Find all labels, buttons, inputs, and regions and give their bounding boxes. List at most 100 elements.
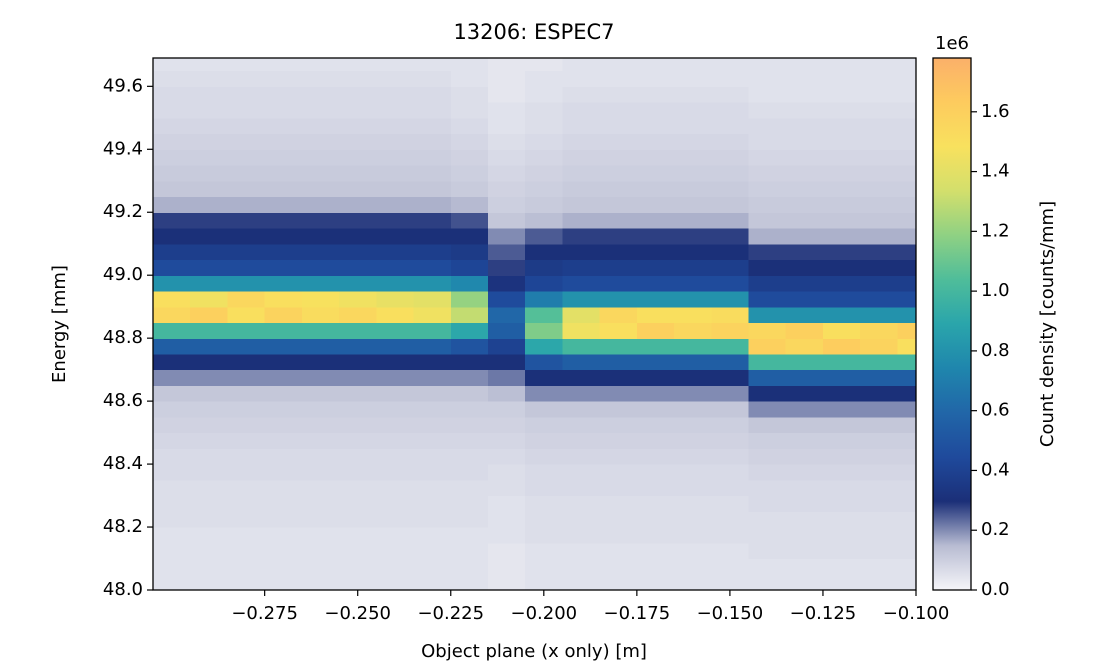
- heatmap-cell: [674, 70, 712, 87]
- heatmap-cell: [525, 416, 564, 434]
- heatmap-cell: [785, 227, 824, 245]
- heatmap-cell: [487, 227, 526, 245]
- heatmap-cell: [822, 464, 861, 481]
- heatmap-cell: [153, 448, 191, 465]
- heatmap-cell: [748, 542, 787, 560]
- heatmap-cell: [785, 527, 824, 544]
- heatmap-cell: [450, 542, 489, 560]
- heatmap-cell: [227, 243, 266, 261]
- heatmap-cell: [413, 290, 452, 308]
- heatmap-cell: [748, 117, 787, 135]
- heatmap-cell: [748, 338, 787, 355]
- heatmap-cell: [339, 70, 377, 87]
- heatmap-cell: [711, 432, 750, 449]
- heatmap-cell: [599, 275, 638, 292]
- heatmap-cell: [897, 369, 916, 386]
- heatmap-cell: [636, 448, 675, 465]
- heatmap-cell: [301, 227, 340, 245]
- heatmap-cell: [599, 165, 638, 182]
- heatmap-cell: [301, 290, 340, 308]
- heatmap-cell: [301, 448, 340, 465]
- heatmap-cell: [301, 416, 340, 434]
- heatmap-cell: [822, 243, 861, 261]
- heatmap-cell: [636, 511, 675, 528]
- heatmap-cell: [860, 180, 898, 198]
- heatmap-cell: [636, 86, 675, 103]
- heatmap-cell: [487, 133, 526, 150]
- heatmap-cell: [822, 117, 861, 135]
- heatmap-cell: [487, 401, 526, 418]
- heatmap-cell: [822, 495, 861, 512]
- heatmap-cell: [450, 70, 489, 87]
- heatmap-cell: [376, 165, 415, 182]
- heatmap-cell: [674, 322, 712, 339]
- heatmap-cell: [264, 479, 303, 497]
- heatmap-cell: [153, 479, 191, 497]
- heatmap-cell: [301, 196, 340, 213]
- heatmap-cell: [525, 58, 564, 72]
- heatmap-cell: [227, 542, 266, 560]
- heatmap-cell: [190, 495, 229, 512]
- heatmap-cell: [413, 86, 452, 103]
- heatmap-cell: [674, 574, 712, 590]
- heatmap-cell: [487, 416, 526, 434]
- heatmap-cell: [525, 353, 564, 371]
- heatmap-cell: [153, 542, 191, 560]
- heatmap-cell: [264, 117, 303, 135]
- heatmap-cell: [339, 527, 377, 544]
- heatmap-cell: [264, 353, 303, 371]
- heatmap-cell: [413, 338, 452, 355]
- heatmap-cell: [711, 542, 750, 560]
- heatmap-cell: [785, 369, 824, 386]
- heatmap-cell: [599, 212, 638, 229]
- heatmap-cell: [860, 102, 898, 119]
- heatmap-cell: [264, 558, 303, 575]
- heatmap-cell: [748, 243, 787, 261]
- heatmap-cell: [264, 527, 303, 544]
- heatmap-cell: [748, 527, 787, 544]
- heatmap-cell: [153, 275, 191, 292]
- heatmap-cell: [376, 259, 415, 276]
- heatmap-cell: [599, 58, 638, 72]
- heatmap-cell: [636, 401, 675, 418]
- heatmap-cell: [674, 448, 712, 465]
- heatmap-cell: [264, 464, 303, 481]
- heatmap-cell: [674, 133, 712, 150]
- heatmap-cell: [339, 448, 377, 465]
- heatmap-cell: [711, 385, 750, 402]
- heatmap-cell: [860, 58, 898, 72]
- heatmap-cell: [227, 511, 266, 528]
- y-tick-label: 49.4: [103, 138, 143, 159]
- heatmap-cell: [301, 542, 340, 560]
- y-tick-label: 48.8: [103, 327, 143, 348]
- heatmap-cell: [748, 275, 787, 292]
- heatmap-cell: [153, 401, 191, 418]
- heatmap-cell: [711, 58, 750, 72]
- heatmap-cell: [785, 243, 824, 261]
- heatmap-cell: [413, 495, 452, 512]
- heatmap-cell: [562, 212, 601, 229]
- heatmap-cell: [525, 243, 564, 261]
- heatmap-cell: [785, 306, 824, 324]
- heatmap-cell: [301, 212, 340, 229]
- heatmap-cell: [562, 306, 601, 324]
- heatmap-cell: [562, 479, 601, 497]
- heatmap-cell: [153, 212, 191, 229]
- heatmap-cell: [674, 117, 712, 135]
- heatmap-cell: [636, 574, 675, 590]
- heatmap-cell: [339, 259, 377, 276]
- heatmap-cell: [450, 259, 489, 276]
- heatmap-cell: [153, 133, 191, 150]
- heatmap-cell: [748, 306, 787, 324]
- x-tick-label: −0.100: [883, 603, 950, 624]
- heatmap-cell: [860, 196, 898, 213]
- heatmap-cell: [897, 574, 916, 590]
- heatmap-cell: [599, 511, 638, 528]
- heatmap-cell: [264, 102, 303, 119]
- heatmap-cell: [450, 369, 489, 386]
- heatmap-cell: [413, 196, 452, 213]
- heatmap-cell: [636, 117, 675, 135]
- heatmap-cell: [748, 86, 787, 103]
- heatmap-cell: [897, 448, 916, 465]
